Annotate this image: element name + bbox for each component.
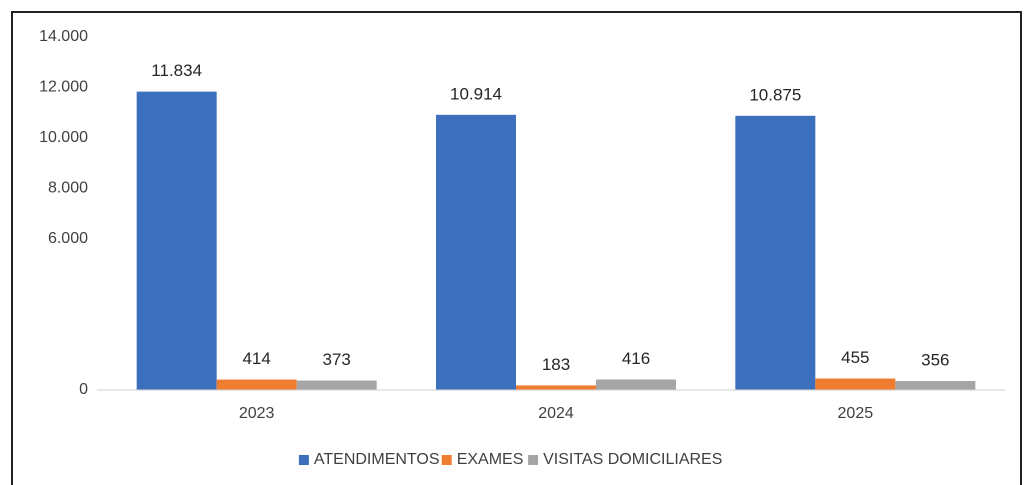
- x-tick-label: 2023: [239, 405, 275, 422]
- bar: [296, 380, 377, 390]
- y-tick-label: 12.000: [39, 79, 88, 96]
- data-label: 11.834: [151, 61, 202, 80]
- bar: [436, 114, 516, 391]
- x-tick-label: 2024: [538, 405, 574, 422]
- data-label: 10.914: [450, 84, 502, 103]
- bar: [895, 381, 976, 390]
- data-label: 373: [322, 350, 350, 369]
- legend-label: EXAMES: [457, 451, 524, 468]
- x-tick-label: 2025: [838, 405, 874, 422]
- bar: [596, 379, 676, 390]
- data-label: 183: [542, 355, 570, 374]
- data-label: 416: [622, 349, 650, 368]
- y-tick-label: 6.000: [48, 230, 88, 247]
- bar: [516, 385, 596, 390]
- legend-swatch: [298, 455, 309, 465]
- frame: [11, 11, 1022, 485]
- data-label: 414: [242, 349, 270, 368]
- y-tick-label: 8.000: [48, 180, 88, 197]
- y-tick-label: 0: [79, 381, 88, 398]
- bar: [815, 378, 896, 390]
- data-label: 455: [841, 348, 869, 367]
- legend-label: ATENDIMENTOS: [314, 451, 440, 468]
- y-tick-label: 10.000: [39, 129, 88, 146]
- legend-label: VISITAS DOMICILIARES: [543, 451, 722, 468]
- y-tick-label: 14.000: [39, 28, 88, 45]
- bar: [216, 379, 297, 390]
- bar: [735, 115, 816, 390]
- bar: [136, 91, 217, 391]
- data-label: 356: [921, 351, 949, 370]
- legend-swatch: [528, 455, 539, 465]
- data-label: 10.875: [749, 85, 801, 104]
- legend-swatch: [441, 455, 452, 465]
